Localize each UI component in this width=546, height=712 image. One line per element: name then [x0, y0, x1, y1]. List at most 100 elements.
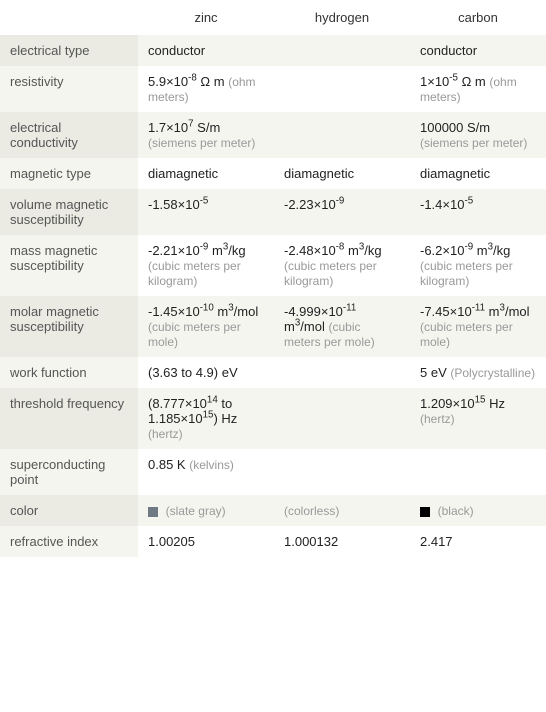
cell-zinc: 0.85 K (kelvins) [138, 449, 274, 495]
cell-unit: (Polycrystalline) [450, 366, 535, 380]
cell-value: -2.48×10-8 m3/kg [284, 243, 382, 258]
cell-value: 5.9×10-8 Ω m [148, 74, 225, 89]
cell-unit: (cubic meters per mole) [148, 320, 241, 349]
table-row: resistivity5.9×10-8 Ω m (ohm meters) 1×10… [0, 66, 546, 112]
cell-value: (8.777×1014 to 1.185×1015) Hz [148, 396, 237, 426]
row-label: color [0, 495, 138, 526]
cell-zinc: conductor [138, 35, 274, 66]
cell-value: diamagnetic [420, 166, 490, 181]
cell-hydrogen: -2.23×10-9 [274, 189, 410, 235]
cell-hydrogen: (colorless) [274, 495, 410, 526]
properties-table: zinc hydrogen carbon electrical type cond… [0, 0, 546, 557]
cell-zinc: 1.7×107 S/m (siemens per meter) [138, 112, 274, 158]
cell-hydrogen: -4.999×10-11 m3/mol (cubic meters per mo… [274, 296, 410, 357]
cell-zinc: (slate gray) [138, 495, 274, 526]
cell-value: 2.417 [420, 534, 453, 549]
row-label: electrical type [0, 35, 138, 66]
cell-carbon: -7.45×10-11 m3/mol (cubic meters per mol… [410, 296, 546, 357]
cell-value: 1.000132 [284, 534, 338, 549]
row-label: molar magnetic susceptibility [0, 296, 138, 357]
cell-carbon: -1.4×10-5 [410, 189, 546, 235]
cell-value: diamagnetic [148, 166, 218, 181]
cell-carbon [410, 449, 546, 495]
cell-carbon: -6.2×10-9 m3/kg (cubic meters per kilogr… [410, 235, 546, 296]
cell-hydrogen [274, 112, 410, 158]
cell-zinc: -2.21×10-9 m3/kg (cubic meters per kilog… [138, 235, 274, 296]
cell-unit: (cubic meters per mole) [420, 320, 513, 349]
cell-zinc: (3.63 to 4.9) eV [138, 357, 274, 388]
cell-unit: (siemens per meter) [420, 136, 527, 150]
cell-zinc: (8.777×1014 to 1.185×1015) Hz (hertz) [138, 388, 274, 449]
cell-value: -6.2×10-9 m3/kg [420, 243, 510, 258]
cell-value: -2.21×10-9 m3/kg [148, 243, 246, 258]
cell-zinc: 5.9×10-8 Ω m (ohm meters) [138, 66, 274, 112]
table-row: refractive index 1.00205 1.000132 2.417 [0, 526, 546, 557]
cell-carbon: diamagnetic [410, 158, 546, 189]
cell-hydrogen [274, 388, 410, 449]
cell-hydrogen: 1.000132 [274, 526, 410, 557]
cell-value: 100000 S/m [420, 120, 490, 135]
cell-value: conductor [148, 43, 205, 58]
cell-value: 1×10-5 Ω m [420, 74, 486, 89]
cell-value: -1.45×10-10 m3/mol [148, 304, 258, 319]
cell-carbon: 2.417 [410, 526, 546, 557]
color-swatch [420, 507, 430, 517]
cell-unit: (cubic meters per kilogram) [420, 259, 513, 288]
row-label: resistivity [0, 66, 138, 112]
row-label: threshold frequency [0, 388, 138, 449]
cell-value: -7.45×10-11 m3/mol [420, 304, 530, 319]
table-row: mass magnetic susceptibility-2.21×10-9 m… [0, 235, 546, 296]
cell-zinc: diamagnetic [138, 158, 274, 189]
cell-unit: (hertz) [420, 412, 455, 426]
row-label: electrical conductivity [0, 112, 138, 158]
cell-value: (3.63 to 4.9) eV [148, 365, 238, 380]
table-row: threshold frequency(8.777×1014 to 1.185×… [0, 388, 546, 449]
row-label: mass magnetic susceptibility [0, 235, 138, 296]
cell-carbon: conductor [410, 35, 546, 66]
cell-value: -1.4×10-5 [420, 197, 473, 212]
cell-carbon: (black) [410, 495, 546, 526]
cell-value: 5 eV [420, 365, 447, 380]
table-row: molar magnetic susceptibility-1.45×10-10… [0, 296, 546, 357]
cell-hydrogen [274, 66, 410, 112]
cell-hydrogen: -2.48×10-8 m3/kg (cubic meters per kilog… [274, 235, 410, 296]
row-label: magnetic type [0, 158, 138, 189]
row-label: work function [0, 357, 138, 388]
row-label: refractive index [0, 526, 138, 557]
header-row: zinc hydrogen carbon [0, 0, 546, 35]
cell-zinc: 1.00205 [138, 526, 274, 557]
cell-value: conductor [420, 43, 477, 58]
table-row: superconducting point0.85 K (kelvins) [0, 449, 546, 495]
cell-unit: (cubic meters per kilogram) [284, 259, 377, 288]
cell-value: 1.209×1015 Hz [420, 396, 505, 411]
table-row: work function (3.63 to 4.9) eV 5 eV (Polyc… [0, 357, 546, 388]
cell-carbon: 100000 S/m (siemens per meter) [410, 112, 546, 158]
cell-unit: (cubic meters per kilogram) [148, 259, 241, 288]
cell-unit: (colorless) [284, 504, 339, 518]
cell-value: 1.00205 [148, 534, 195, 549]
table-row: volume magnetic susceptibility -1.58×10-5… [0, 189, 546, 235]
cell-carbon: 1.209×1015 Hz (hertz) [410, 388, 546, 449]
table-row: color (slate gray) (colorless) (black) [0, 495, 546, 526]
cell-carbon: 1×10-5 Ω m (ohm meters) [410, 66, 546, 112]
cell-value: 0.85 K [148, 457, 186, 472]
cell-hydrogen: diamagnetic [274, 158, 410, 189]
table-row: magnetic type diamagnetic diamagnetic diama… [0, 158, 546, 189]
cell-unit: (slate gray) [166, 504, 226, 518]
cell-hydrogen [274, 357, 410, 388]
table-row: electrical conductivity1.7×107 S/m (siem… [0, 112, 546, 158]
cell-hydrogen [274, 35, 410, 66]
cell-hydrogen [274, 449, 410, 495]
cell-unit: (siemens per meter) [148, 136, 255, 150]
col-header-hydrogen: hydrogen [274, 0, 410, 35]
cell-value: -1.58×10-5 [148, 197, 208, 212]
col-header-empty [0, 0, 138, 35]
cell-zinc: -1.45×10-10 m3/mol (cubic meters per mol… [138, 296, 274, 357]
cell-value: 1.7×107 S/m [148, 120, 220, 135]
color-swatch [148, 507, 158, 517]
cell-carbon: 5 eV (Polycrystalline) [410, 357, 546, 388]
row-label: superconducting point [0, 449, 138, 495]
row-label: volume magnetic susceptibility [0, 189, 138, 235]
col-header-carbon: carbon [410, 0, 546, 35]
cell-unit: (kelvins) [189, 458, 234, 472]
